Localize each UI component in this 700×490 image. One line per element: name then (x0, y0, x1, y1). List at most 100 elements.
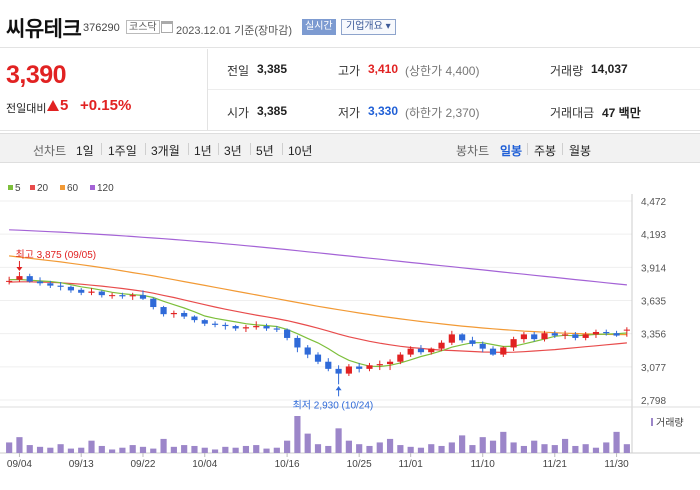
candle-body (314, 354, 322, 362)
volume-bar (366, 445, 373, 453)
period-3y[interactable]: 3년 (224, 144, 242, 158)
candle-daily[interactable]: 일봉 (500, 144, 523, 158)
volume-bar (489, 440, 497, 453)
volume-bar (170, 446, 177, 453)
x-tick-label: 10/25 (347, 459, 372, 470)
amount-label: 거래대금 (550, 106, 595, 120)
candle-chart-label: 봉차트 (456, 144, 490, 158)
candle-body (88, 291, 95, 293)
divider (207, 49, 208, 131)
candle-body (78, 289, 85, 293)
period-10y[interactable]: 10년 (288, 144, 313, 158)
high-annotation: 최고 3,875 (09/05) (15, 249, 96, 261)
high-label: 고가 (338, 64, 361, 78)
volume-bar (98, 445, 105, 453)
y-tick-label: 3,635 (641, 297, 666, 308)
high-arrow-head (16, 266, 23, 271)
candle-body (36, 281, 44, 284)
low-label: 저가 (338, 106, 361, 120)
candle-body (489, 348, 497, 355)
separator (145, 143, 146, 155)
separator (250, 143, 251, 155)
candle-body (335, 368, 342, 374)
volume-value: 14,037 (591, 62, 628, 76)
ma-legend-swatch (30, 185, 35, 190)
ma5-line (9, 278, 627, 368)
volume-bar (345, 440, 352, 453)
low-annotation: 최저 2,930 (10/24) (293, 399, 374, 411)
volume-bar (263, 448, 270, 453)
volume-bar (407, 446, 414, 453)
low-value: 3,330 (368, 104, 399, 118)
price-chart[interactable]: 5 20 60 120 4,472 4,193 3,914 3,635 3,356 3,077 2,… (0, 176, 700, 490)
volume-bar (603, 442, 610, 453)
candle-body (232, 326, 239, 329)
volume-bar (561, 438, 569, 453)
low-arrow-head (335, 386, 342, 391)
volume-bar (36, 446, 44, 453)
open-value: 3,385 (257, 104, 288, 118)
prev-close-label: 전일 (227, 64, 250, 78)
x-tick-label: 09/13 (69, 459, 94, 470)
period-1d[interactable]: 1일 (76, 144, 94, 158)
candlestick-chart-svg[interactable]: 5 20 60 120 4,472 4,193 3,914 3,635 3,356 3,077 2,… (0, 176, 700, 490)
x-tick-label: 09/22 (130, 459, 155, 470)
ma-legend-label: 120 (97, 183, 114, 194)
x-tick-label: 11/01 (399, 459, 424, 470)
volume-bar (376, 442, 383, 453)
candle-body (459, 334, 466, 341)
volume-bar (26, 445, 33, 453)
ma-legend-label: 60 (67, 183, 79, 194)
candle-body (98, 291, 105, 296)
candle-body (150, 298, 157, 308)
ma-legend-label: 20 (37, 183, 49, 194)
volume-bar (572, 445, 579, 453)
ma-legend-swatch (60, 185, 65, 190)
ma-legend-label: 5 (15, 183, 21, 194)
volume-bar (57, 444, 64, 453)
stock-code: 376290 (83, 22, 120, 34)
volume-bar (469, 445, 476, 453)
market-badge: 코스닥 (126, 20, 160, 34)
realtime-button[interactable]: 실시간 (302, 19, 336, 35)
high-value: 3,410 (368, 62, 399, 76)
candle-monthly[interactable]: 월봉 (569, 144, 592, 158)
candle-body (170, 312, 177, 315)
divider (208, 89, 700, 90)
candle-body (561, 334, 569, 336)
period-3m[interactable]: 3개월 (151, 144, 180, 158)
candle-body (520, 334, 527, 340)
candle-body (428, 348, 435, 353)
volume-legend-label: 거래량 (656, 417, 684, 429)
volume-bar (582, 444, 589, 453)
stock-name: 씨유테크 (6, 18, 82, 41)
candle-body (160, 307, 167, 315)
volume-bar (304, 433, 311, 453)
ma120-line (9, 229, 627, 286)
volume-bar (67, 448, 75, 453)
separator (101, 143, 102, 155)
volume-bar (6, 442, 13, 453)
volume-bar (613, 431, 620, 453)
ma20-line (9, 281, 627, 354)
period-1y[interactable]: 1년 (194, 144, 212, 158)
volume-bar (386, 438, 394, 453)
volume-bar (541, 444, 548, 453)
upper-limit: (상한가 4,400) (405, 64, 480, 78)
candle-body (26, 276, 33, 282)
candle-weekly[interactable]: 주봉 (534, 144, 557, 158)
period-1w[interactable]: 1주일 (108, 144, 137, 158)
candle-body (592, 332, 600, 335)
candle-body (242, 327, 250, 329)
open-label: 시가 (227, 106, 250, 120)
volume-bar (500, 431, 507, 453)
candle-body (139, 295, 147, 299)
volume-bar (356, 444, 363, 453)
company-info-dropdown[interactable]: 기업개요 ▾ (341, 19, 396, 35)
volume-bar (325, 445, 332, 453)
price-summary: 3,390 전일대비 5 +0.15% 전일 3,385 고가 3,410 (상… (0, 49, 700, 131)
period-5y[interactable]: 5년 (256, 144, 274, 158)
candle-body (284, 329, 291, 338)
line-chart-label: 선차트 (33, 144, 67, 158)
candle-body (253, 326, 260, 328)
